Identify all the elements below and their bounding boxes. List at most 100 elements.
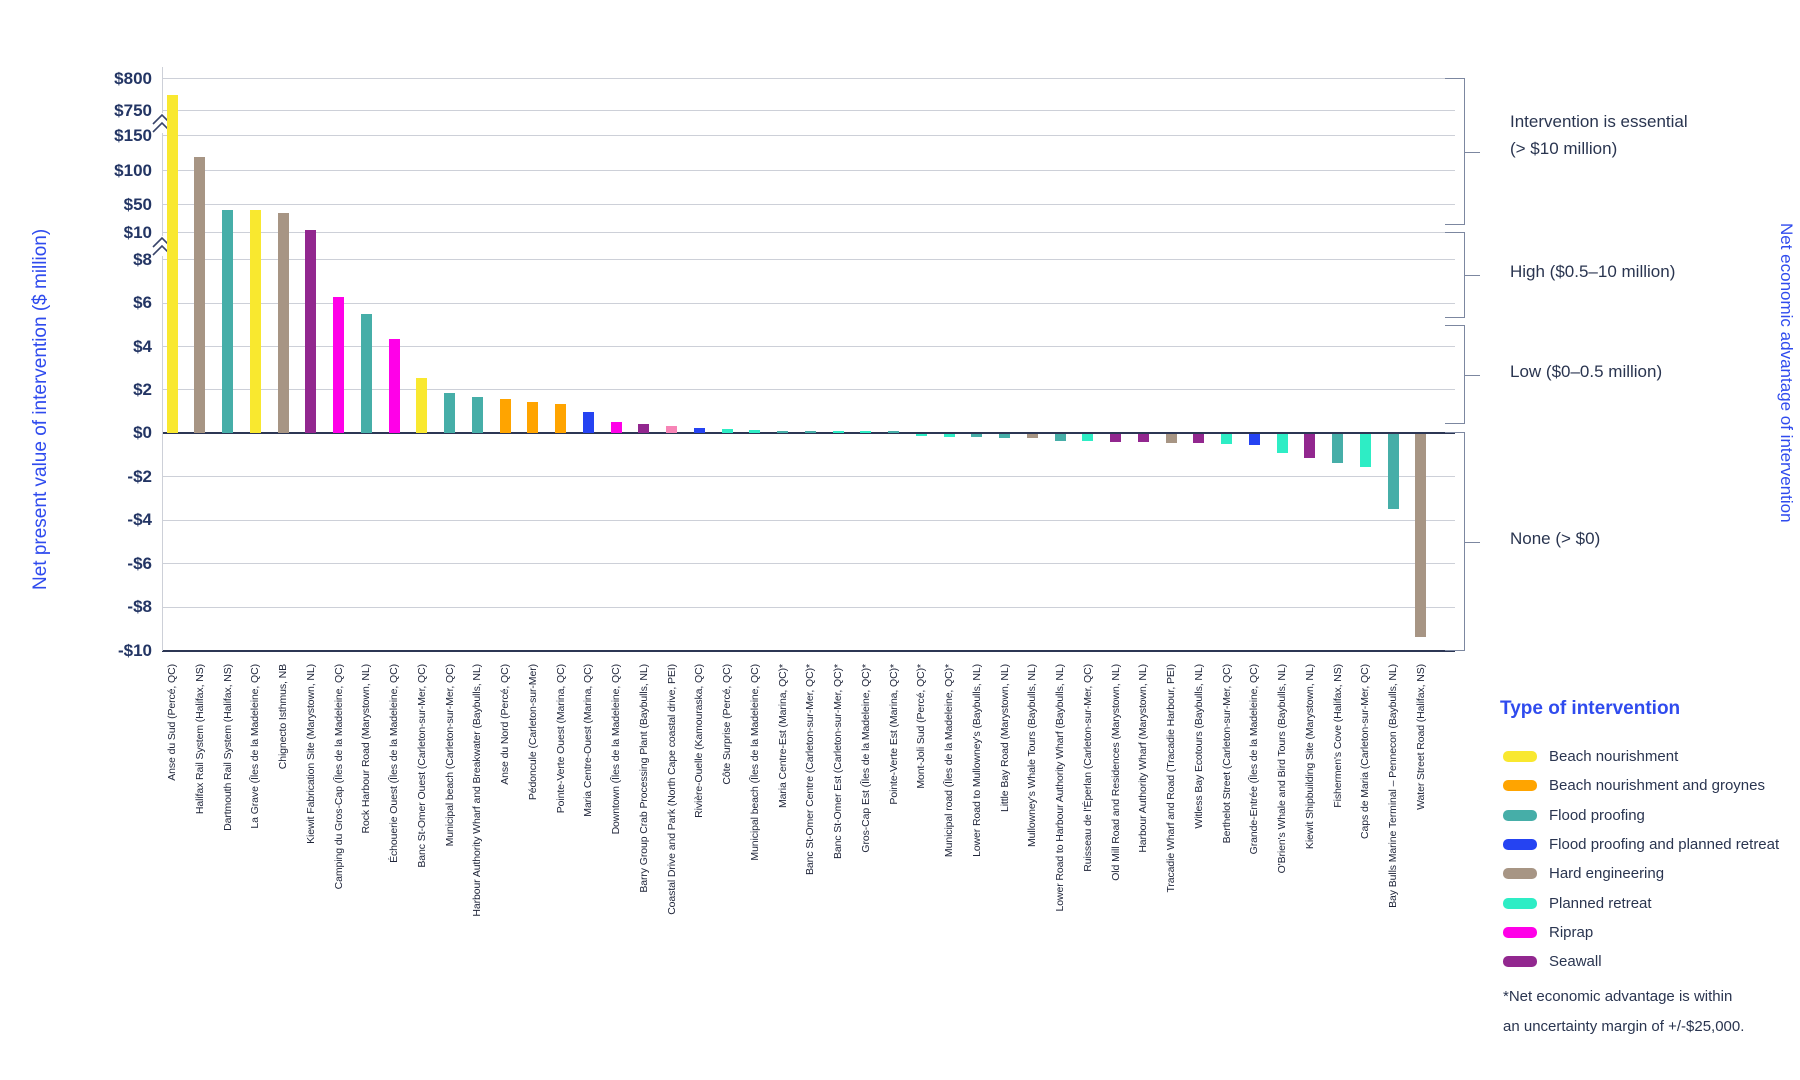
bar	[1304, 434, 1316, 458]
x-category-label: Bay Bulls Marine Terminal – Pennecon (Ba…	[1387, 664, 1400, 908]
y-tick-label: -$2	[127, 466, 152, 486]
x-category-label: Coastal Drive and Park (North Cape coast…	[665, 664, 678, 915]
x-category-label: Maria Centre-Ouest (Marina, QC)	[582, 664, 595, 817]
bar	[610, 422, 622, 433]
gridline	[162, 259, 1455, 261]
x-category-label: Rock Harbour Road (Marystown, NL)	[360, 664, 373, 834]
y-tick-label: $100	[114, 161, 152, 180]
x-category-label: Harbour Authority Wharf and Breakwater (…	[471, 664, 484, 917]
bar	[1026, 434, 1038, 439]
legend-item-label: Seawall	[1549, 953, 1602, 971]
x-category-label: La Grave (Îles de la Madeleine, QC)	[249, 664, 262, 829]
bar	[471, 397, 483, 433]
x-category-label: Downtown (Îles de la Madeleine, QC)	[610, 664, 623, 835]
advantage-band-tick	[1465, 152, 1480, 153]
x-category-label: Banc St-Omer Ouest (Carleton-sur-Mer, QC…	[415, 664, 428, 868]
x-category-label: Little Bay Road (Marystown, NL)	[998, 664, 1011, 813]
bar	[416, 377, 428, 433]
bar	[499, 399, 511, 433]
advantage-band-label: Intervention is essential	[1510, 112, 1688, 131]
bar	[1110, 434, 1122, 442]
legend-item-label: Flood proofing	[1549, 806, 1645, 824]
x-category-label: Pointe-Verte Est (Marina, QC)*	[887, 664, 900, 805]
bar	[860, 431, 872, 433]
advantage-band-label: Low ($0–0.5 million)	[1510, 362, 1663, 381]
y-tick-label: $10	[123, 223, 152, 242]
x-category-label: O'Brien's Whale and Bird Tours (Baybulls…	[1276, 664, 1289, 874]
bar	[1276, 434, 1288, 453]
bar	[249, 209, 261, 433]
bar	[194, 157, 206, 433]
x-category-label: Maria Centre-Est (Marina, QC)*	[776, 664, 789, 809]
legend-item-label: Beach nourishment	[1549, 748, 1679, 765]
legend-swatch-icon	[1503, 897, 1537, 909]
bar	[638, 423, 650, 433]
legend-item-label: Hard engineering	[1549, 865, 1665, 883]
y-tick-label: -$6	[127, 553, 152, 573]
gridline	[162, 302, 1455, 304]
y-tick-label: $750	[114, 101, 152, 120]
bar	[999, 434, 1011, 438]
gridline	[162, 170, 1455, 172]
y-tick-label: $6	[133, 293, 152, 313]
bar	[333, 296, 345, 433]
bar	[1137, 434, 1149, 442]
gridline	[162, 110, 1455, 112]
x-category-label: Échouerie Ouest (Îles de la Madeleine, Q…	[388, 664, 401, 863]
x-category-label: Dartmouth Rail System (Halifax, NS)	[221, 664, 234, 831]
bar	[527, 401, 539, 433]
gridline	[162, 232, 1455, 234]
bar	[777, 430, 789, 433]
bar	[555, 403, 567, 433]
y-tick-label: $8	[133, 250, 152, 269]
legend-swatch-icon	[1503, 926, 1537, 938]
gridline	[162, 563, 1455, 565]
bar	[666, 425, 678, 433]
legend-title: Type of intervention	[1500, 698, 1681, 719]
legend-swatch-icon	[1503, 780, 1537, 792]
bar	[1221, 434, 1233, 444]
x-category-label: Anse du Sud (Percé, QC)	[166, 664, 178, 781]
legend-item-label: Riprap	[1549, 923, 1594, 941]
x-category-label: Old Mill Road and Residences (Marystown,…	[1109, 664, 1122, 881]
x-category-label: Rivière-Ouelle (Kamouraska, QC)	[693, 664, 706, 818]
x-category-label: Lower Road to Harbour Authority Wharf (B…	[1054, 664, 1067, 912]
x-category-label: Caps de Maria (Carleton-sur-Mer, QC)	[1359, 664, 1372, 839]
x-category-label: Chignecto Isthmus, NB	[277, 664, 290, 770]
legend-item-label: Planned retreat	[1549, 894, 1652, 912]
bar	[943, 434, 955, 437]
bar	[166, 95, 178, 433]
bar	[888, 431, 900, 433]
gridline	[162, 204, 1455, 206]
y-tick-label: -$10	[117, 641, 152, 660]
legend-swatch-icon	[1503, 809, 1537, 821]
bar	[222, 209, 233, 433]
gridline	[162, 135, 1455, 137]
bar	[1165, 434, 1177, 443]
advantage-band-bracket	[1445, 325, 1465, 424]
gridline	[162, 650, 1455, 653]
advantage-band-label: (> $10 million)	[1510, 139, 1618, 158]
bar	[1387, 434, 1399, 510]
x-category-label: Gros-Cap Est (Îles de la Madeleine, QC)*	[859, 664, 872, 853]
gridline	[162, 606, 1455, 608]
y-tick-label: $0	[133, 423, 152, 442]
bar	[693, 427, 705, 433]
bar	[277, 212, 289, 433]
gridline	[162, 345, 1455, 347]
legend-swatch-icon	[1503, 838, 1537, 850]
bar	[721, 428, 733, 433]
x-category-label: Pédoncule (Carleton-sur-Mer)	[526, 664, 539, 801]
gridline	[162, 389, 1455, 391]
bar	[388, 338, 400, 433]
x-category-label: Côte Surprise (Percé, QC)	[721, 664, 734, 785]
x-category-label: Mullowney's Whale Tours (Baybulls, NL)	[1026, 664, 1039, 847]
x-category-label: Kiewit Shipbuilding Site (Marystown, NL)	[1303, 664, 1316, 850]
y-tick-label: $4	[133, 336, 152, 356]
x-category-label: Lower Road to Mullowney's (Baybulls, NL)	[970, 664, 983, 857]
advantage-band-label: High ($0.5–10 million)	[1510, 262, 1676, 281]
advantage-band-bracket	[1445, 232, 1465, 318]
footnote-line-1: *Net economic advantage is within	[1503, 988, 1733, 1005]
